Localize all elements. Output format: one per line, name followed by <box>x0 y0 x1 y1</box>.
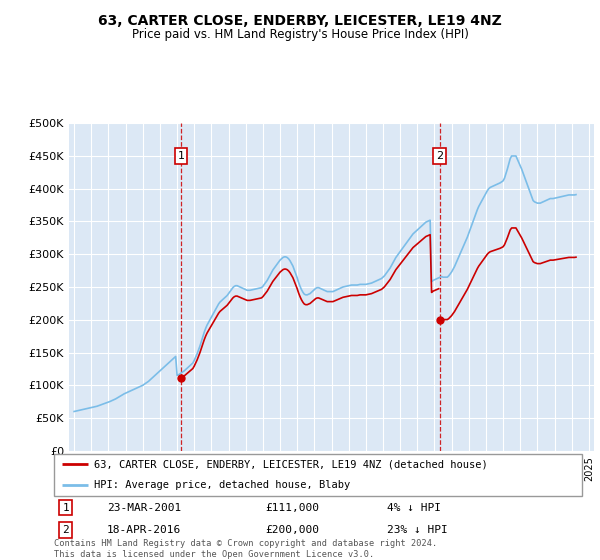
Text: 2: 2 <box>436 151 443 161</box>
Text: HPI: Average price, detached house, Blaby: HPI: Average price, detached house, Blab… <box>94 480 350 490</box>
Text: Price paid vs. HM Land Registry's House Price Index (HPI): Price paid vs. HM Land Registry's House … <box>131 28 469 41</box>
Text: 18-APR-2016: 18-APR-2016 <box>107 525 181 535</box>
Text: 63, CARTER CLOSE, ENDERBY, LEICESTER, LE19 4NZ (detached house): 63, CARTER CLOSE, ENDERBY, LEICESTER, LE… <box>94 459 487 469</box>
Text: 23-MAR-2001: 23-MAR-2001 <box>107 503 181 512</box>
Text: 4% ↓ HPI: 4% ↓ HPI <box>386 503 440 512</box>
Text: £111,000: £111,000 <box>265 503 319 512</box>
Text: 63, CARTER CLOSE, ENDERBY, LEICESTER, LE19 4NZ: 63, CARTER CLOSE, ENDERBY, LEICESTER, LE… <box>98 14 502 28</box>
Text: 23% ↓ HPI: 23% ↓ HPI <box>386 525 448 535</box>
Text: 1: 1 <box>62 503 69 512</box>
Text: Contains HM Land Registry data © Crown copyright and database right 2024.
This d: Contains HM Land Registry data © Crown c… <box>54 539 437 559</box>
Text: 2: 2 <box>62 525 69 535</box>
Text: 1: 1 <box>178 151 184 161</box>
Text: £200,000: £200,000 <box>265 525 319 535</box>
